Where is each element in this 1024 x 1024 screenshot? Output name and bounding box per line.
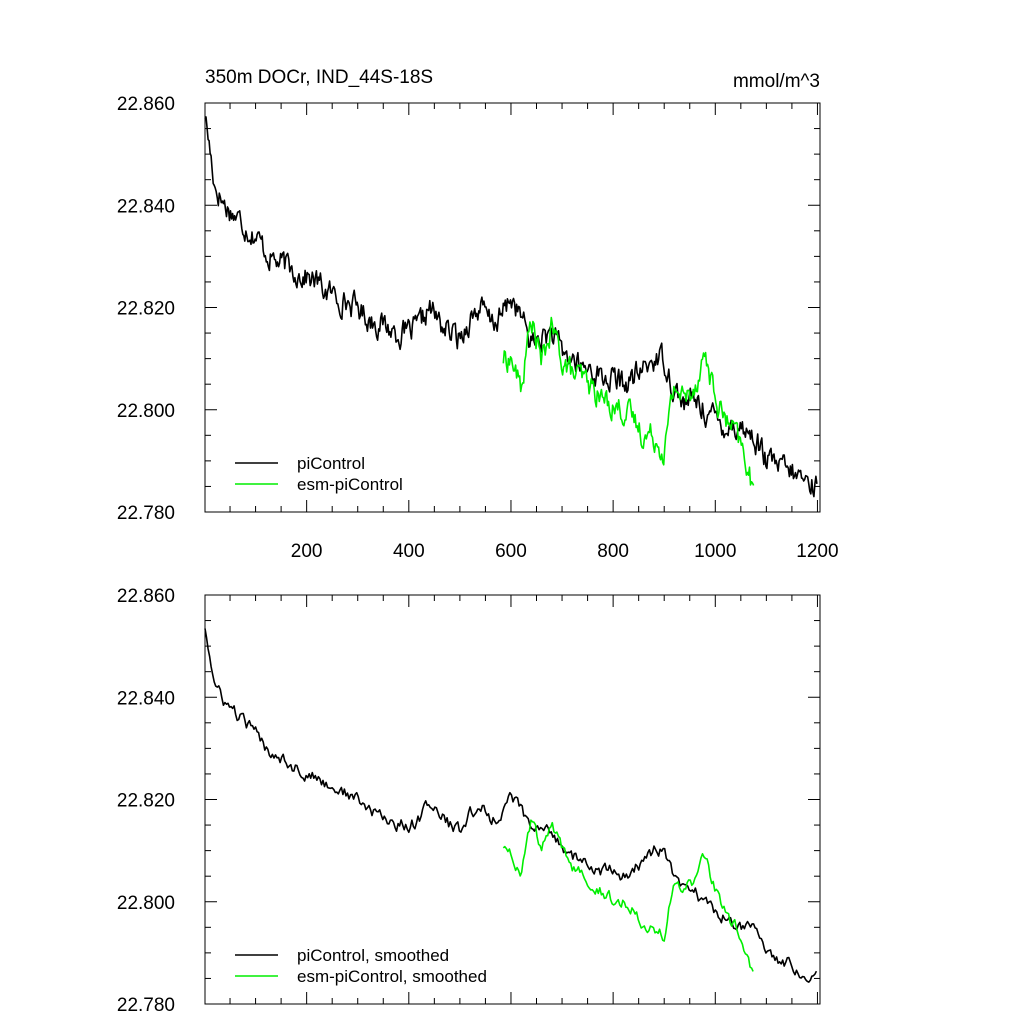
top-y-tick-label: 22.800 [117, 401, 175, 422]
bottom-y-tick-label: 22.800 [117, 893, 175, 914]
top-x-tick-label: 1200 [796, 541, 838, 562]
top-y-tick-label: 22.840 [117, 196, 175, 217]
bottom-y-tick-label: 22.780 [117, 995, 175, 1016]
bottom-y-tick-label: 22.840 [117, 688, 175, 709]
chart-title: 350m DOCr, IND_44S-18S [205, 67, 433, 88]
bottom-y-tick-label: 22.820 [117, 791, 175, 812]
bottom-y-tick-label: 22.860 [117, 586, 175, 607]
top-series-esm-picontrol-line [502, 316, 755, 486]
top-y-tick-label: 22.820 [117, 299, 175, 320]
top-legend-label: esm-piControl [297, 475, 403, 494]
bottom-legend-label: piControl, smoothed [297, 946, 449, 965]
top-x-tick-label: 1000 [694, 541, 736, 562]
top-x-tick-label: 600 [495, 541, 527, 562]
top-panel: 22.860 22.840 22.820 22.800 22.780 200 400 600 8… [117, 94, 839, 562]
top-y-tick-label: 22.780 [117, 503, 175, 524]
top-y-tick-label: 22.860 [117, 94, 175, 115]
top-legend-label: piControl [297, 454, 365, 473]
units-label: mmol/m^3 [733, 71, 820, 92]
top-plot-frame [204, 102, 821, 513]
top-x-tick-label: 800 [597, 541, 629, 562]
bottom-panel: 22.860 22.840 22.820 22.800 22.780 piControl,… [117, 586, 821, 1016]
top-x-tick-label: 400 [393, 541, 425, 562]
bottom-legend-label: esm-piControl, smoothed [297, 967, 487, 986]
bottom-series-esm-picontrol-line [502, 819, 754, 972]
bottom-series-picontrol-line [204, 628, 818, 983]
top-series-picontrol-line [204, 116, 818, 498]
top-x-tick-label: 200 [291, 541, 323, 562]
